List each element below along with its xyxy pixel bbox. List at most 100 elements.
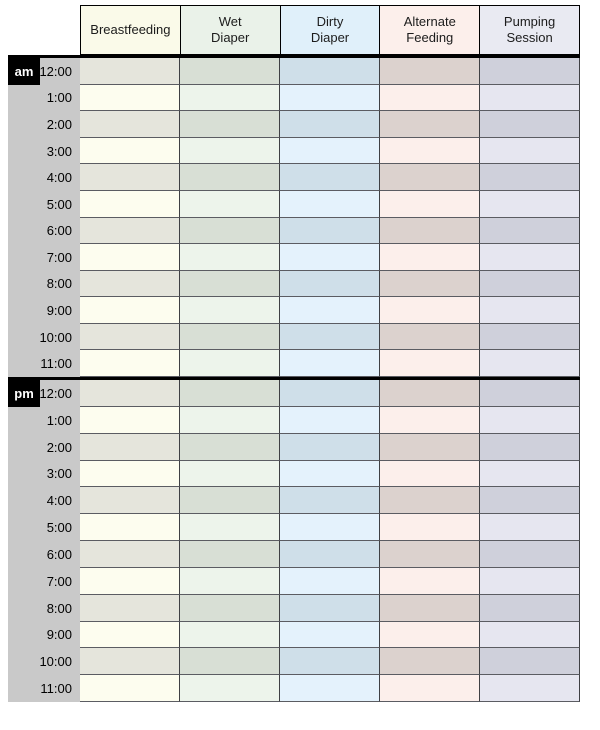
hour-row: 4:00 bbox=[8, 164, 580, 191]
time-label-cell: 2:00 bbox=[8, 111, 80, 138]
log-cell bbox=[480, 594, 580, 622]
log-cell bbox=[180, 487, 280, 515]
log-cell bbox=[180, 323, 280, 351]
log-cell bbox=[380, 297, 480, 324]
time-label-cell: 9:00 bbox=[8, 297, 80, 324]
time-label-cell: 1:00 bbox=[8, 406, 80, 434]
log-cell bbox=[180, 137, 280, 165]
hour-row: 5:00 bbox=[8, 190, 580, 218]
log-cell bbox=[380, 323, 480, 351]
log-cell bbox=[480, 460, 580, 488]
time-label: 2:00 bbox=[46, 116, 72, 132]
time-label: 3:00 bbox=[46, 466, 72, 482]
log-cell bbox=[480, 137, 580, 165]
log-cell bbox=[180, 621, 280, 649]
log-cell bbox=[380, 58, 480, 85]
hour-row: 2:00 bbox=[8, 433, 580, 461]
log-cell bbox=[80, 567, 180, 595]
time-label-cell: 11:00 bbox=[8, 350, 80, 377]
column-header: Dirty Diaper bbox=[280, 6, 381, 54]
log-cell bbox=[480, 84, 580, 112]
hour-row: 2:00 bbox=[8, 111, 580, 138]
time-label: 6:00 bbox=[46, 546, 72, 562]
log-cell bbox=[480, 567, 580, 595]
time-label-cell: 1:00 bbox=[8, 84, 80, 112]
time-label: 5:00 bbox=[46, 520, 72, 536]
log-cell bbox=[180, 111, 280, 138]
hour-row: 5:00 bbox=[8, 514, 580, 541]
log-cell bbox=[80, 514, 180, 541]
time-label: 7:00 bbox=[46, 573, 72, 589]
log-cell bbox=[380, 380, 480, 407]
log-cell bbox=[180, 648, 280, 676]
hour-row: 3:00 bbox=[8, 137, 580, 165]
log-cell bbox=[180, 217, 280, 245]
hour-row: 7:00 bbox=[8, 567, 580, 595]
pm-section-divider bbox=[8, 377, 580, 380]
log-cell bbox=[380, 137, 480, 165]
log-cell bbox=[180, 675, 280, 702]
am-section-divider bbox=[8, 55, 580, 58]
log-cell bbox=[280, 648, 380, 676]
log-cell bbox=[480, 270, 580, 298]
time-label-cell: am 12:00 bbox=[8, 58, 80, 85]
log-cell bbox=[380, 217, 480, 245]
time-label-cell: 11:00 bbox=[8, 675, 80, 702]
log-cell bbox=[280, 514, 380, 541]
log-cell bbox=[280, 323, 380, 351]
log-cell bbox=[80, 190, 180, 218]
log-cell bbox=[480, 111, 580, 138]
hour-row: 11:00 bbox=[8, 675, 580, 702]
time-label: 1:00 bbox=[46, 412, 72, 428]
log-cell bbox=[280, 164, 380, 191]
log-cell bbox=[480, 541, 580, 568]
log-cell bbox=[380, 514, 480, 541]
log-cell bbox=[480, 648, 580, 676]
section-am: am 12:00 1:00 2:00 3:00 4:00 5:00 6:00 7:00 8:00 9… bbox=[8, 58, 580, 377]
time-label: 11:00 bbox=[40, 681, 72, 697]
log-cell bbox=[180, 594, 280, 622]
log-cell bbox=[380, 270, 480, 298]
log-cell bbox=[80, 217, 180, 245]
time-label: 5:00 bbox=[46, 196, 72, 212]
log-cell bbox=[280, 380, 380, 407]
log-cell bbox=[480, 487, 580, 515]
log-cell bbox=[280, 567, 380, 595]
time-label: 2:00 bbox=[46, 439, 72, 455]
time-label-cell: pm 12:00 bbox=[8, 380, 80, 407]
log-cell bbox=[280, 244, 380, 271]
log-cell bbox=[80, 350, 180, 377]
hour-row: 10:00 bbox=[8, 648, 580, 676]
log-cell bbox=[380, 567, 480, 595]
time-label: 8:00 bbox=[46, 600, 72, 616]
column-header: Wet Diaper bbox=[180, 6, 281, 54]
log-cell bbox=[380, 84, 480, 112]
time-label-cell: 6:00 bbox=[8, 541, 80, 568]
log-cell bbox=[180, 567, 280, 595]
log-cell bbox=[480, 675, 580, 702]
log-cell bbox=[380, 621, 480, 649]
time-label: 4:00 bbox=[46, 493, 72, 509]
log-cell bbox=[180, 514, 280, 541]
log-cell bbox=[180, 244, 280, 271]
log-cell bbox=[80, 433, 180, 461]
log-cell bbox=[280, 675, 380, 702]
log-cell bbox=[180, 406, 280, 434]
log-cell bbox=[180, 460, 280, 488]
hour-row: 6:00 bbox=[8, 541, 580, 568]
time-label-cell: 6:00 bbox=[8, 217, 80, 245]
log-cell bbox=[480, 58, 580, 85]
log-cell bbox=[180, 164, 280, 191]
column-header: Alternate Feeding bbox=[380, 6, 481, 54]
log-cell bbox=[280, 350, 380, 377]
time-label-cell: 10:00 bbox=[8, 648, 80, 676]
log-cell bbox=[380, 675, 480, 702]
log-cell bbox=[80, 297, 180, 324]
time-label: 8:00 bbox=[46, 276, 72, 292]
log-cell bbox=[180, 433, 280, 461]
log-cell bbox=[280, 137, 380, 165]
log-cell bbox=[280, 460, 380, 488]
log-cell bbox=[280, 84, 380, 112]
hour-row: pm 12:00 bbox=[8, 380, 580, 407]
time-label: 6:00 bbox=[46, 223, 72, 239]
